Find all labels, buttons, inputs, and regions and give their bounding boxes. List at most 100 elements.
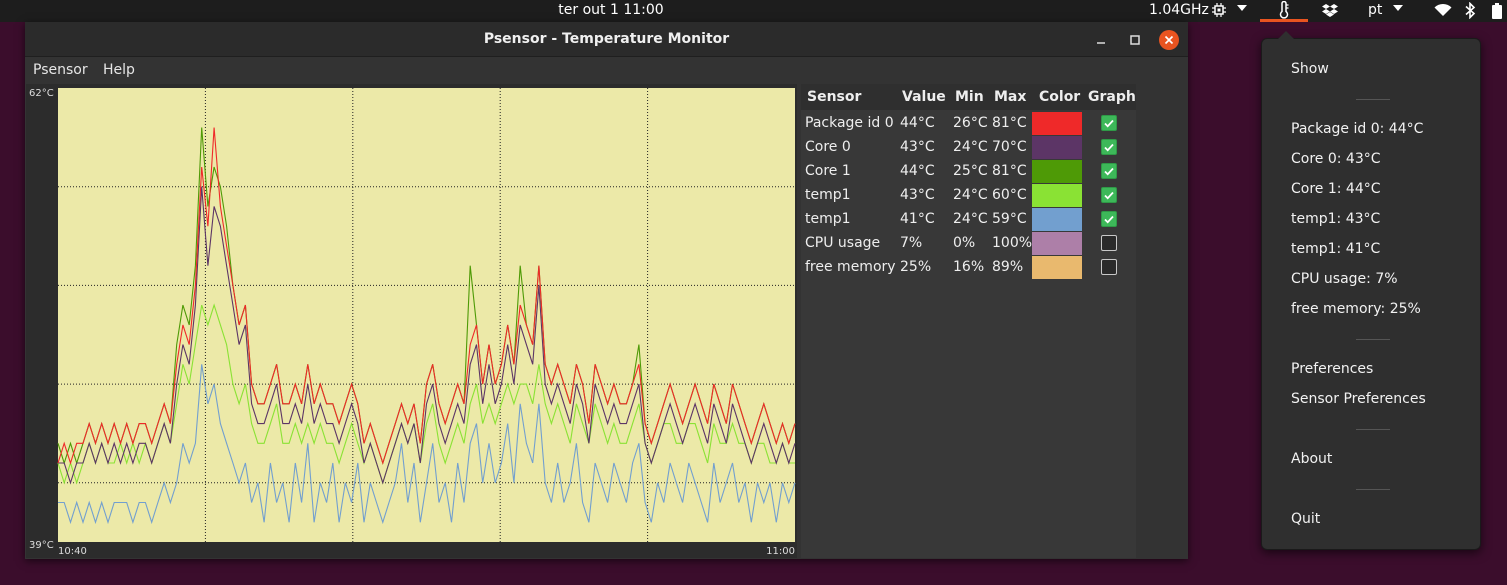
cell-min: 16% — [953, 259, 985, 275]
color-swatch[interactable] — [1032, 256, 1082, 279]
menu-item-preferences[interactable]: Preferences — [1291, 361, 1374, 377]
graph-canvas: 62°C 39°C 10:40 11:00 — [29, 88, 796, 557]
menu-psensor[interactable]: Psensor — [33, 62, 88, 78]
menu-item-quit[interactable]: Quit — [1291, 511, 1321, 527]
title-bar[interactable]: Psensor - Temperature Monitor — [25, 22, 1188, 57]
color-swatch[interactable] — [1032, 232, 1082, 255]
cell-max: 89% — [992, 259, 1024, 275]
cell-min: 26°C — [953, 115, 988, 131]
chevron-down-icon[interactable] — [1237, 5, 1247, 11]
check-icon — [1104, 143, 1114, 152]
menu-separator — [1356, 429, 1390, 430]
color-swatch[interactable] — [1032, 112, 1082, 135]
graph-checkbox[interactable] — [1101, 235, 1117, 251]
column-header-graph[interactable]: Graph — [1088, 89, 1136, 105]
table-row[interactable]: Core 1 44°C 25°C 81°C — [801, 160, 1136, 184]
clock[interactable]: ter out 1 11:00 — [558, 2, 664, 18]
cell-max: 100% — [992, 235, 1033, 251]
keyboard-layout[interactable]: pt — [1368, 2, 1383, 18]
cpu-icon[interactable] — [1212, 3, 1226, 17]
active-indicator — [1260, 19, 1308, 22]
chevron-down-icon[interactable] — [1393, 5, 1403, 11]
top-bar: ter out 1 11:00 1.04GHz pt — [0, 0, 1507, 22]
graph-checkbox[interactable] — [1101, 187, 1117, 203]
table-row[interactable]: Core 0 43°C 24°C 70°C — [801, 136, 1136, 160]
menu-item-sensor[interactable]: Core 0: 43°C — [1291, 151, 1381, 167]
menu-item-sensor[interactable]: temp1: 41°C — [1291, 241, 1381, 257]
color-swatch[interactable] — [1032, 136, 1082, 159]
wifi-icon[interactable] — [1434, 3, 1452, 17]
table-row[interactable]: temp1 41°C 24°C 59°C — [801, 208, 1136, 232]
graph-checkbox[interactable] — [1101, 115, 1117, 131]
menu-item-sensor[interactable]: Package id 0: 44°C — [1291, 121, 1424, 137]
close-button[interactable] — [1159, 30, 1179, 50]
minimize-button[interactable] — [1091, 30, 1111, 50]
menu-separator — [1356, 339, 1390, 340]
color-swatch[interactable] — [1032, 184, 1082, 207]
cell-sensor: CPU usage — [805, 235, 881, 251]
menu-item-show[interactable]: Show — [1291, 61, 1329, 77]
cell-sensor: free memory — [805, 259, 896, 275]
color-swatch[interactable] — [1032, 160, 1082, 183]
cell-sensor: Package id 0 — [805, 115, 894, 131]
cell-max: 81°C — [992, 163, 1027, 179]
cell-sensor: Core 0 — [805, 139, 851, 155]
table-row[interactable]: Package id 0 44°C 26°C 81°C — [801, 112, 1136, 136]
cell-sensor: Core 1 — [805, 163, 851, 179]
menu-help[interactable]: Help — [103, 62, 135, 78]
table-header: Sensor Value Min Max Color Graph — [801, 84, 1136, 110]
plot-background — [58, 88, 795, 542]
cell-value: 44°C — [900, 163, 935, 179]
menu-arrow — [1278, 31, 1294, 39]
column-header-color[interactable]: Color — [1039, 89, 1081, 105]
thermometer-icon — [1279, 1, 1289, 19]
psensor-tray-button[interactable] — [1260, 0, 1308, 22]
cell-max: 59°C — [992, 211, 1027, 227]
maximize-button[interactable] — [1125, 30, 1145, 50]
graph-checkbox[interactable] — [1101, 139, 1117, 155]
x-end-label: 11:00 — [766, 546, 795, 557]
series-line — [58, 186, 796, 485]
cell-value: 41°C — [900, 211, 935, 227]
cell-max: 60°C — [992, 187, 1027, 203]
table-row[interactable]: free memory 25% 16% 89% — [801, 256, 1136, 280]
graph-checkbox[interactable] — [1101, 259, 1117, 275]
color-swatch[interactable] — [1032, 208, 1082, 231]
cell-value: 44°C — [900, 115, 935, 131]
menu-item-sensor-preferences[interactable]: Sensor Preferences — [1291, 391, 1426, 407]
y-min-label: 39°C — [29, 540, 54, 551]
dropbox-icon[interactable] — [1322, 3, 1338, 18]
cell-min: 24°C — [953, 211, 988, 227]
cell-min: 25°C — [953, 163, 988, 179]
check-icon — [1104, 119, 1114, 128]
table-row[interactable]: CPU usage 7% 0% 100% — [801, 232, 1136, 256]
cell-min: 24°C — [953, 139, 988, 155]
cell-min: 0% — [953, 235, 976, 251]
graph-checkbox[interactable] — [1101, 211, 1117, 227]
bluetooth-icon[interactable] — [1464, 2, 1476, 19]
window-title: Psensor - Temperature Monitor — [483, 31, 730, 47]
menu-item-sensor[interactable]: CPU usage: 7% — [1291, 271, 1398, 287]
temperature-graph: 62°C 39°C 10:40 11:00 — [26, 84, 797, 558]
y-max-label: 62°C — [29, 88, 54, 99]
cell-value: 43°C — [900, 187, 935, 203]
menu-item-sensor[interactable]: temp1: 43°C — [1291, 211, 1381, 227]
column-header-max[interactable]: Max — [994, 89, 1027, 105]
check-icon — [1104, 191, 1114, 200]
column-header-sensor[interactable]: Sensor — [807, 89, 862, 105]
menu-item-sensor[interactable]: free memory: 25% — [1291, 301, 1421, 317]
graph-checkbox[interactable] — [1101, 163, 1117, 179]
menu-item-about[interactable]: About — [1291, 451, 1333, 467]
menu-item-sensor[interactable]: Core 1: 44°C — [1291, 181, 1381, 197]
cell-value: 43°C — [900, 139, 935, 155]
psensor-window: Psensor - Temperature Monitor Psensor He… — [25, 22, 1188, 559]
cell-sensor: temp1 — [805, 187, 851, 203]
table-row[interactable]: temp1 43°C 24°C 60°C — [801, 184, 1136, 208]
column-header-min[interactable]: Min — [955, 89, 984, 105]
cell-max: 81°C — [992, 115, 1027, 131]
psensor-tray-menu: Show Package id 0: 44°C Core 0: 43°C Cor… — [1261, 31, 1481, 550]
battery-icon[interactable] — [1492, 3, 1502, 19]
column-header-value[interactable]: Value — [902, 89, 946, 105]
menu-bar: Psensor Help — [25, 57, 1188, 83]
cpu-frequency[interactable]: 1.04GHz — [1149, 2, 1209, 18]
